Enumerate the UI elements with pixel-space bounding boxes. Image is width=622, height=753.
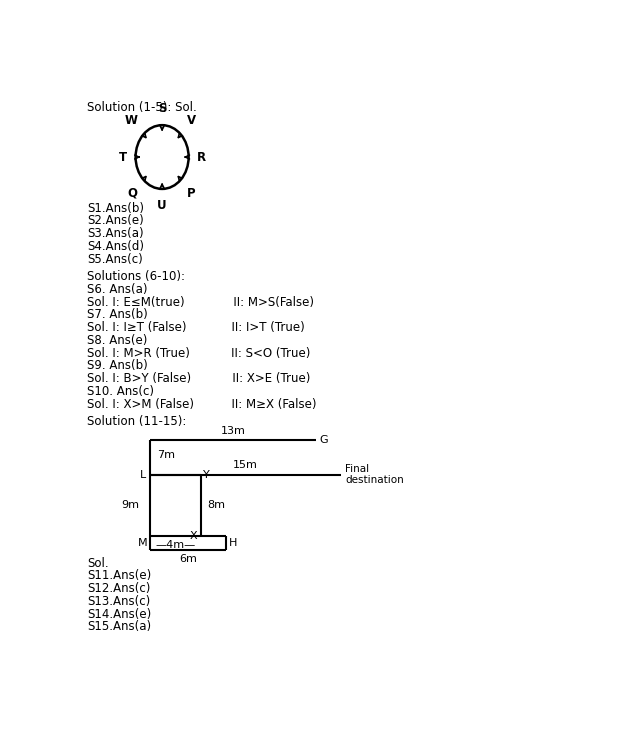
Text: Sol. I: I≥T (False)            II: I>T (True): Sol. I: I≥T (False) II: I>T (True): [87, 321, 305, 334]
Text: R: R: [197, 151, 207, 163]
Text: Sol.: Sol.: [87, 556, 109, 569]
Text: Sol. I: E≤M(true)             II: M>S(False): Sol. I: E≤M(true) II: M>S(False): [87, 296, 314, 309]
Text: V: V: [187, 114, 196, 127]
Text: Solutions (6-10):: Solutions (6-10):: [87, 270, 185, 283]
Text: 8m: 8m: [207, 500, 225, 511]
Text: —4m—: —4m—: [156, 540, 195, 550]
Text: L: L: [140, 470, 146, 480]
Text: S8. Ans(e): S8. Ans(e): [87, 334, 148, 347]
Text: Solution (1-5): Sol.: Solution (1-5): Sol.: [87, 101, 197, 114]
Text: S9. Ans(b): S9. Ans(b): [87, 359, 148, 373]
Text: S14.Ans(e): S14.Ans(e): [87, 608, 152, 620]
Text: Final
destination: Final destination: [345, 464, 404, 486]
Text: S13.Ans(c): S13.Ans(c): [87, 595, 151, 608]
Text: P: P: [187, 187, 195, 200]
Text: H: H: [229, 538, 238, 547]
Text: 13m: 13m: [220, 426, 245, 436]
Text: 9m: 9m: [121, 500, 139, 511]
Text: Sol. I: B>Y (False)           II: X>E (True): Sol. I: B>Y (False) II: X>E (True): [87, 372, 311, 385]
Text: S12.Ans(c): S12.Ans(c): [87, 582, 151, 595]
Text: S7. Ans(b): S7. Ans(b): [87, 309, 148, 322]
Text: T: T: [119, 151, 127, 163]
Text: Sol. I: M>R (True)           II: S<O (True): Sol. I: M>R (True) II: S<O (True): [87, 346, 311, 360]
Text: S2.Ans(e): S2.Ans(e): [87, 215, 144, 227]
Text: S5.Ans(c): S5.Ans(c): [87, 253, 143, 266]
Text: S: S: [158, 102, 166, 114]
Text: S10. Ans(c): S10. Ans(c): [87, 385, 154, 398]
Text: X: X: [190, 531, 197, 541]
Text: S1.Ans(b): S1.Ans(b): [87, 202, 144, 215]
Text: S11.Ans(e): S11.Ans(e): [87, 569, 152, 582]
Text: Solution (11-15):: Solution (11-15):: [87, 415, 187, 428]
Text: S4.Ans(d): S4.Ans(d): [87, 240, 144, 253]
Text: S3.Ans(a): S3.Ans(a): [87, 227, 144, 240]
Text: 15m: 15m: [233, 460, 258, 470]
Text: G: G: [320, 435, 328, 446]
Text: 6m: 6m: [179, 553, 197, 564]
Text: U: U: [157, 200, 167, 212]
Text: Q: Q: [128, 187, 137, 200]
Text: Y: Y: [203, 470, 210, 480]
Text: Sol. I: X>M (False)          II: M≥X (False): Sol. I: X>M (False) II: M≥X (False): [87, 398, 317, 410]
Text: M: M: [137, 538, 147, 547]
Text: S15.Ans(a): S15.Ans(a): [87, 620, 152, 633]
Text: S6. Ans(a): S6. Ans(a): [87, 283, 148, 296]
Text: 7m: 7m: [157, 450, 175, 460]
Text: W: W: [124, 114, 137, 127]
